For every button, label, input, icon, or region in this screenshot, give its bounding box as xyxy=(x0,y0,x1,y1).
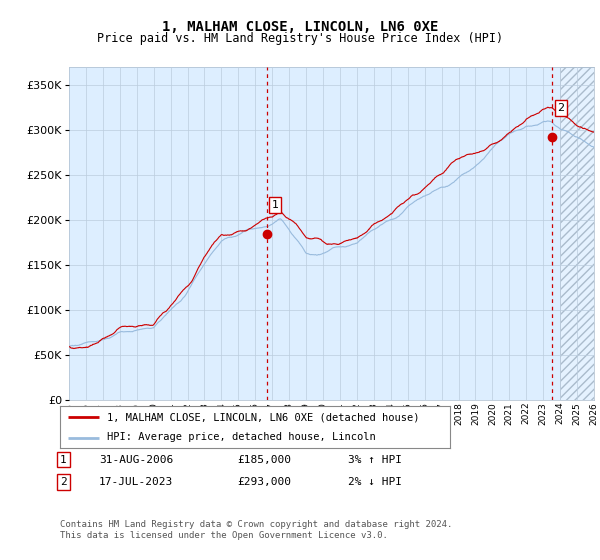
Text: 3% ↑ HPI: 3% ↑ HPI xyxy=(348,455,402,465)
Text: 2% ↓ HPI: 2% ↓ HPI xyxy=(348,477,402,487)
Text: Contains HM Land Registry data © Crown copyright and database right 2024.
This d: Contains HM Land Registry data © Crown c… xyxy=(60,520,452,540)
Text: £293,000: £293,000 xyxy=(237,477,291,487)
Text: 31-AUG-2006: 31-AUG-2006 xyxy=(99,455,173,465)
Text: HPI: Average price, detached house, Lincoln: HPI: Average price, detached house, Linc… xyxy=(107,432,376,442)
Text: 1, MALHAM CLOSE, LINCOLN, LN6 0XE: 1, MALHAM CLOSE, LINCOLN, LN6 0XE xyxy=(162,20,438,34)
Text: £185,000: £185,000 xyxy=(237,455,291,465)
Text: 2: 2 xyxy=(60,477,67,487)
Text: 2: 2 xyxy=(557,102,565,113)
Text: 17-JUL-2023: 17-JUL-2023 xyxy=(99,477,173,487)
Text: 1: 1 xyxy=(272,200,278,210)
Text: 1, MALHAM CLOSE, LINCOLN, LN6 0XE (detached house): 1, MALHAM CLOSE, LINCOLN, LN6 0XE (detac… xyxy=(107,412,419,422)
Text: 1: 1 xyxy=(60,455,67,465)
Text: Price paid vs. HM Land Registry's House Price Index (HPI): Price paid vs. HM Land Registry's House … xyxy=(97,32,503,45)
